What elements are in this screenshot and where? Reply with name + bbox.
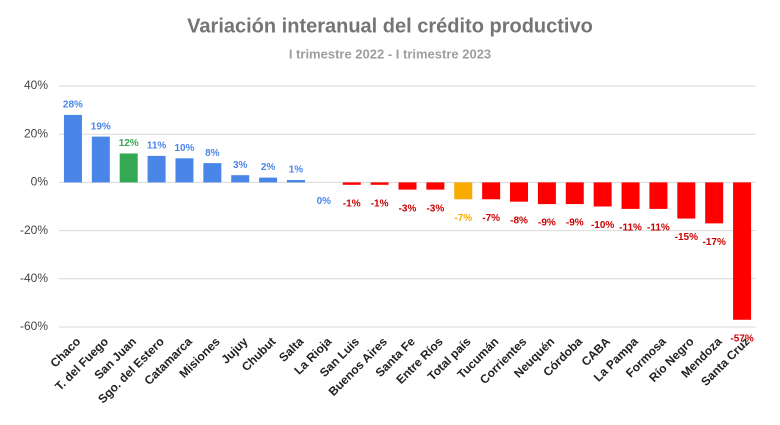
bar bbox=[537, 182, 556, 205]
data-label: -8% bbox=[510, 215, 528, 226]
data-label: 8% bbox=[205, 148, 220, 159]
bar bbox=[733, 182, 752, 320]
data-label: -15% bbox=[675, 232, 698, 243]
chart-title: Variación interanual del crédito product… bbox=[187, 15, 593, 37]
data-label: -1% bbox=[343, 198, 361, 209]
bar bbox=[426, 182, 445, 190]
y-tick-label: 20% bbox=[24, 126, 48, 140]
bar bbox=[63, 114, 82, 183]
data-label: -11% bbox=[619, 223, 642, 234]
chart-subtitle: I trimestre 2022 - I trimestre 2023 bbox=[289, 46, 491, 61]
bar bbox=[398, 182, 417, 190]
bar bbox=[677, 182, 696, 219]
data-label: 2% bbox=[261, 162, 276, 173]
data-label: 28% bbox=[63, 100, 83, 111]
bar bbox=[259, 177, 278, 183]
data-label: -7% bbox=[454, 213, 472, 224]
bar bbox=[649, 182, 668, 209]
data-label: -9% bbox=[538, 218, 556, 229]
bar bbox=[147, 155, 166, 183]
bar bbox=[593, 182, 612, 207]
data-label: 11% bbox=[147, 141, 167, 152]
data-label: 10% bbox=[174, 143, 194, 154]
bar bbox=[203, 163, 222, 183]
bar bbox=[342, 182, 361, 185]
y-tick-label: -60% bbox=[20, 319, 48, 333]
bar bbox=[119, 153, 138, 183]
data-label: -11% bbox=[647, 223, 670, 234]
bar bbox=[454, 182, 473, 200]
bar bbox=[370, 182, 389, 185]
data-label: -57% bbox=[730, 333, 753, 344]
y-tick-label: -20% bbox=[20, 223, 48, 237]
y-tick-label: 40% bbox=[24, 78, 48, 92]
data-label: -1% bbox=[371, 198, 389, 209]
data-label: 1% bbox=[289, 165, 304, 176]
bar bbox=[621, 182, 640, 209]
bar bbox=[175, 158, 194, 183]
data-label: 12% bbox=[119, 138, 139, 149]
data-label: 3% bbox=[233, 160, 248, 171]
y-tick-label: -40% bbox=[20, 271, 48, 285]
bar bbox=[286, 179, 305, 183]
data-label: -3% bbox=[399, 203, 417, 214]
bar bbox=[705, 182, 724, 224]
data-label: -10% bbox=[591, 220, 614, 231]
y-tick-label: 0% bbox=[31, 175, 49, 189]
bar bbox=[482, 182, 501, 200]
data-label: -3% bbox=[426, 203, 444, 214]
data-label: -9% bbox=[566, 218, 584, 229]
data-label: 19% bbox=[91, 121, 111, 132]
data-label: -17% bbox=[703, 237, 726, 248]
bar bbox=[510, 182, 529, 202]
data-label: -7% bbox=[482, 213, 500, 224]
data-label: 0% bbox=[317, 196, 332, 207]
bar bbox=[231, 175, 250, 183]
bar bbox=[565, 182, 584, 205]
bar bbox=[91, 136, 110, 183]
